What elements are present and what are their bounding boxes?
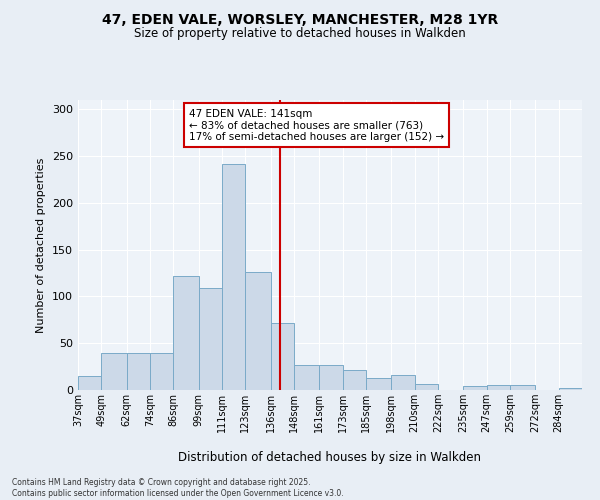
Bar [463, 386, 487, 390]
Bar [199, 288, 222, 390]
Bar [366, 378, 391, 390]
Y-axis label: Number of detached properties: Number of detached properties [37, 158, 46, 332]
Bar [343, 370, 366, 390]
Text: Contains HM Land Registry data © Crown copyright and database right 2025.
Contai: Contains HM Land Registry data © Crown c… [12, 478, 344, 498]
Bar [294, 364, 319, 390]
Bar [101, 352, 127, 390]
Bar [510, 386, 535, 390]
Bar [319, 364, 343, 390]
Bar [222, 164, 245, 390]
Text: Size of property relative to detached houses in Walkden: Size of property relative to detached ho… [134, 28, 466, 40]
Text: 47 EDEN VALE: 141sqm
← 83% of detached houses are smaller (763)
17% of semi-deta: 47 EDEN VALE: 141sqm ← 83% of detached h… [189, 108, 444, 142]
Text: 47, EDEN VALE, WORSLEY, MANCHESTER, M28 1YR: 47, EDEN VALE, WORSLEY, MANCHESTER, M28 … [102, 12, 498, 26]
Bar [245, 272, 271, 390]
Bar [127, 352, 150, 390]
Text: Distribution of detached houses by size in Walkden: Distribution of detached houses by size … [179, 451, 482, 464]
Bar [78, 376, 101, 390]
Bar [150, 352, 173, 390]
Bar [271, 322, 294, 390]
Bar [559, 388, 582, 390]
Bar [487, 386, 510, 390]
Bar [391, 375, 415, 390]
Bar [173, 276, 199, 390]
Bar [415, 384, 438, 390]
